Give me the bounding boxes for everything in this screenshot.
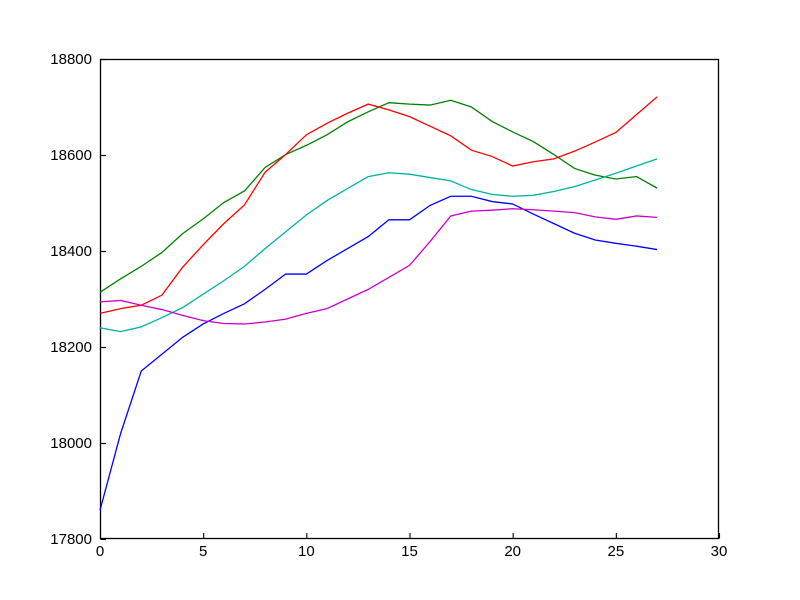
- svg-text:18400: 18400: [50, 243, 92, 260]
- svg-text:18800: 18800: [50, 51, 92, 68]
- svg-text:18200: 18200: [50, 339, 92, 356]
- svg-text:25: 25: [607, 543, 624, 560]
- svg-text:5: 5: [199, 543, 207, 560]
- svg-text:20: 20: [504, 543, 521, 560]
- svg-text:30: 30: [711, 543, 728, 560]
- svg-text:0: 0: [96, 543, 104, 560]
- svg-text:18600: 18600: [50, 147, 92, 164]
- svg-text:18000: 18000: [50, 435, 92, 452]
- svg-text:15: 15: [401, 543, 418, 560]
- svg-text:10: 10: [298, 543, 315, 560]
- svg-text:17800: 17800: [50, 531, 92, 548]
